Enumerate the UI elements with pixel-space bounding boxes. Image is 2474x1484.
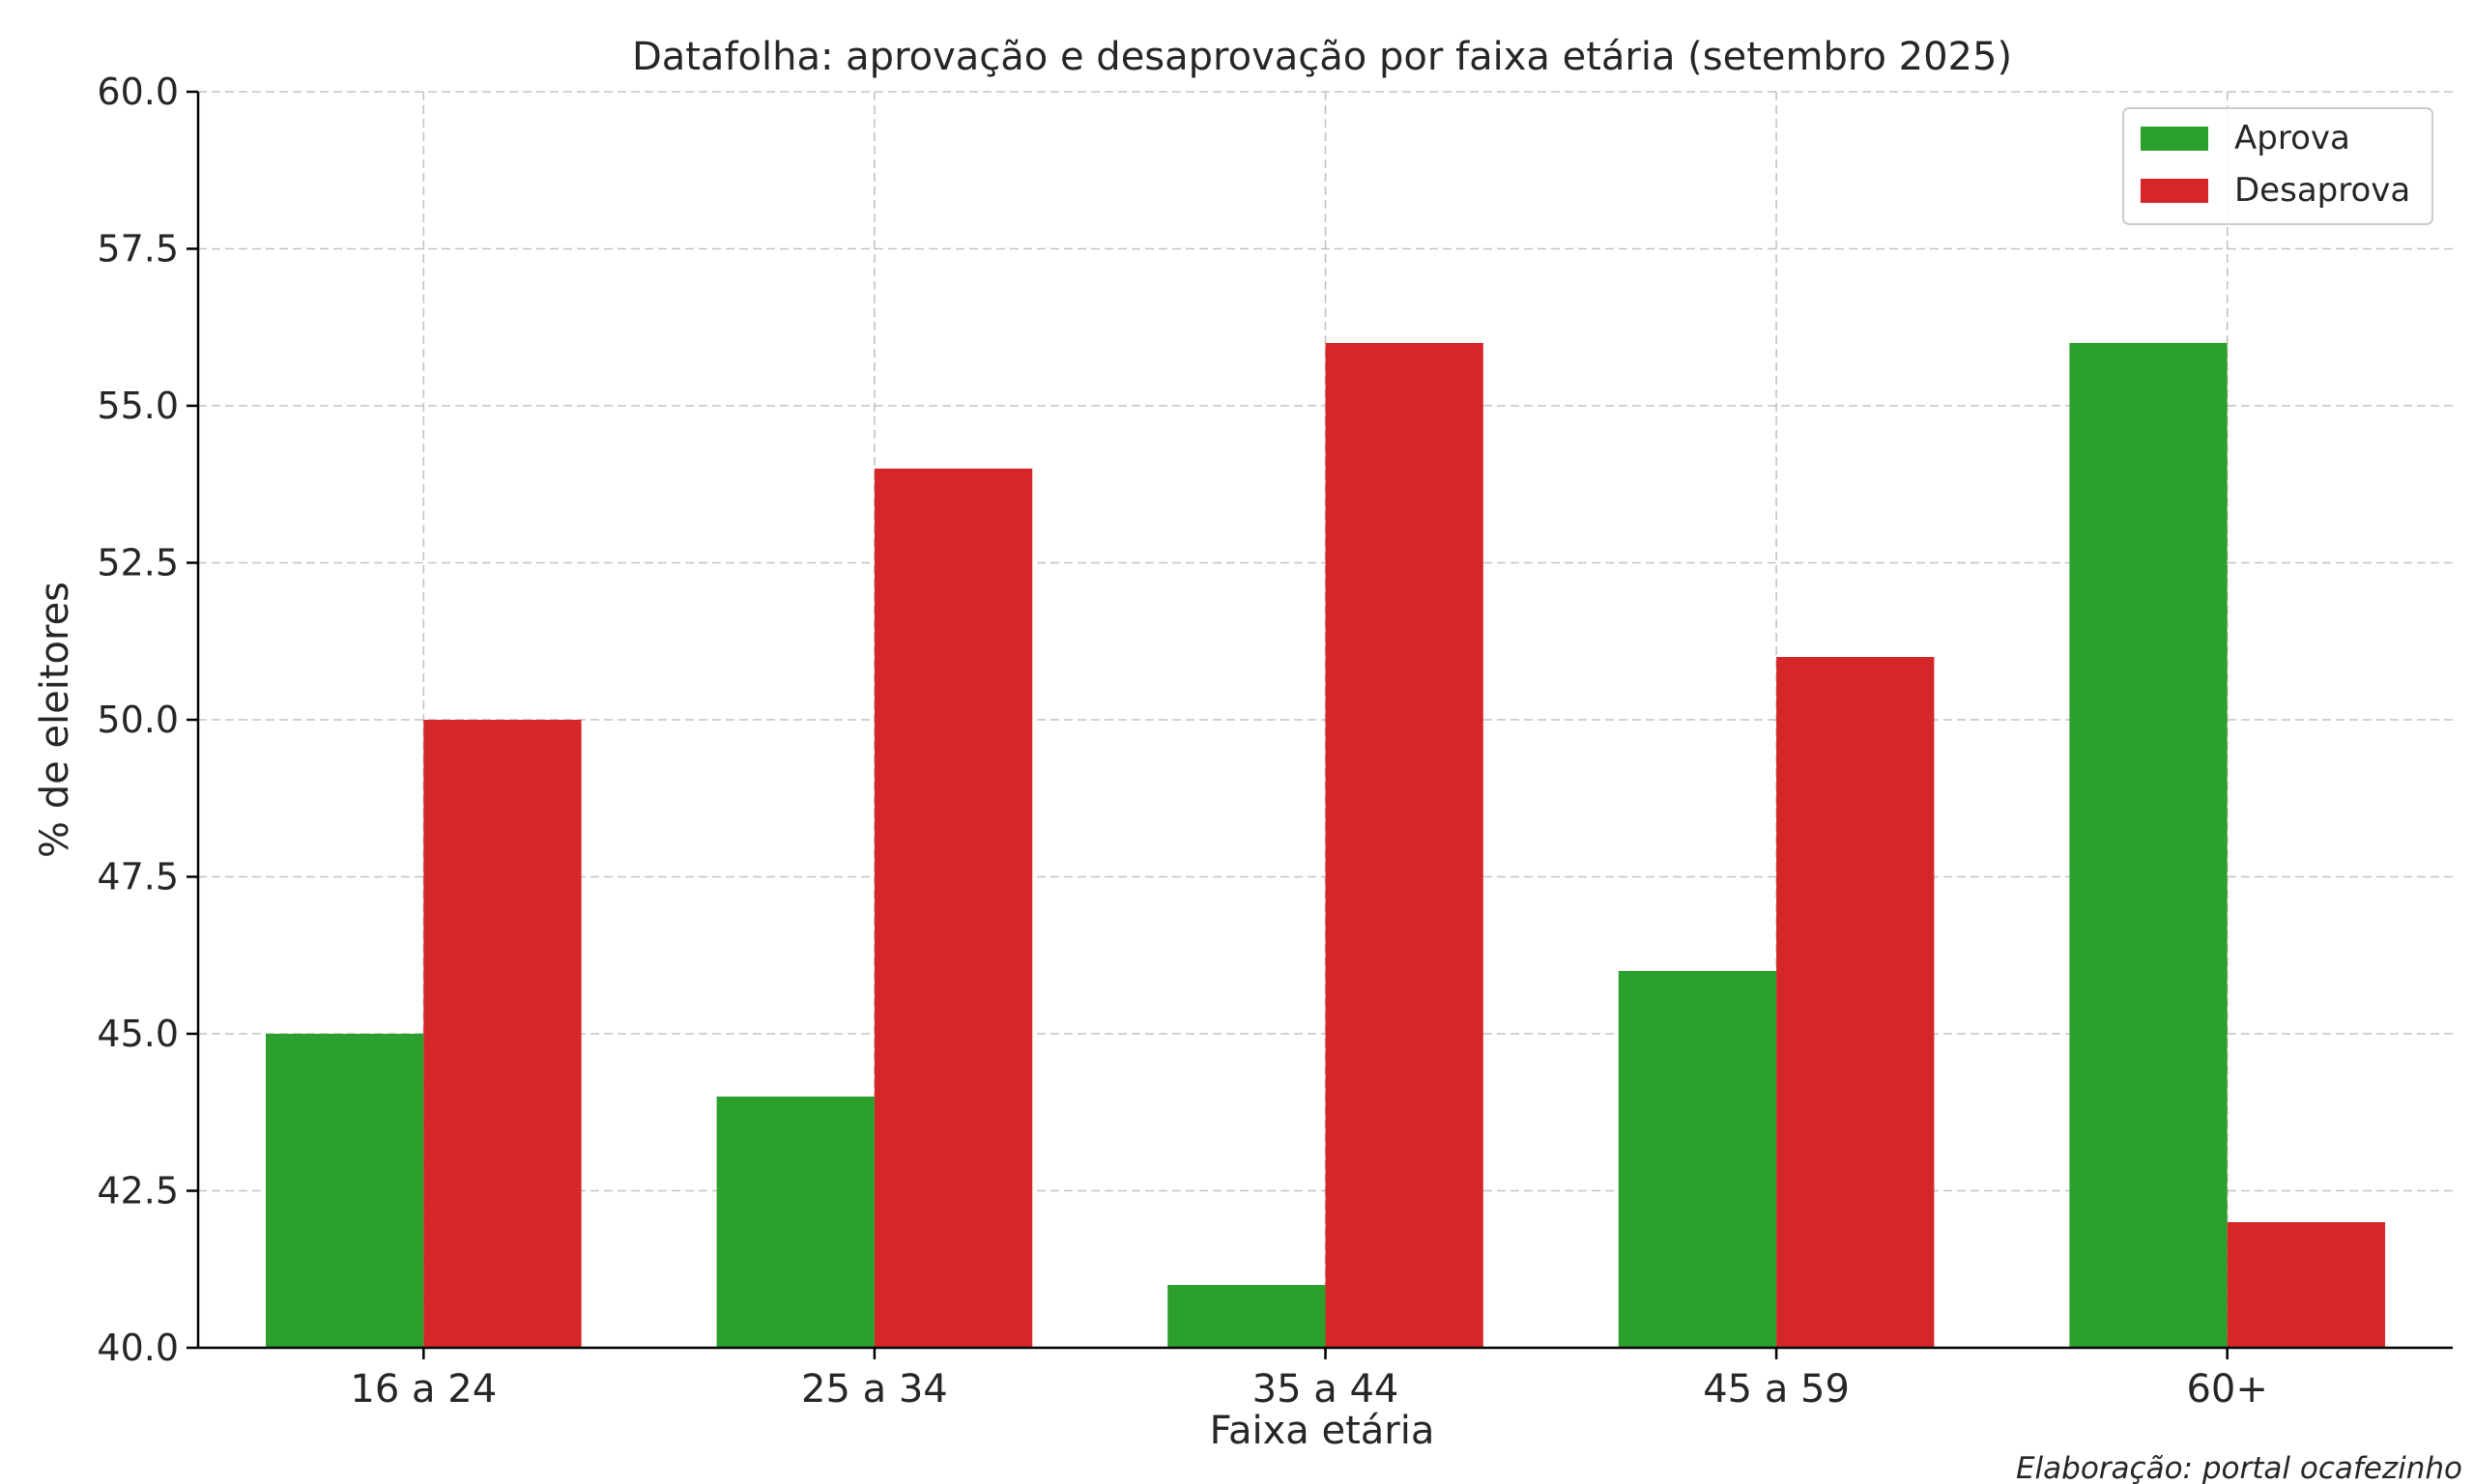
x-tick-label: 60+ [2186,1367,2267,1412]
credit-note: Elaboração: portal ocafezinho [2016,1451,2462,1484]
y-tick-label: 40.0 [97,1327,179,1369]
x-ticks: 16 a 24 25 a 34 35 a 44 45 a 59 60+ [350,1348,2268,1412]
y-tick-label: 42.5 [97,1170,179,1213]
y-tick-label: 55.0 [97,385,179,427]
y-tick-label: 47.5 [97,856,179,899]
legend-swatch-desaprova [2141,179,2208,203]
bar-desaprova-4 [2227,1222,2386,1348]
x-tick-label: 45 a 59 [1703,1367,1850,1412]
bar-aprova-4 [2069,343,2228,1348]
x-axis-label: Faixa etária [1210,1409,1435,1453]
bars [265,343,2386,1348]
bar-desaprova-2 [1325,343,1483,1348]
x-tick-label: 35 a 44 [1252,1367,1399,1412]
x-tick-label: 16 a 24 [350,1367,497,1412]
bar-desaprova-3 [1776,657,1935,1348]
legend: Aprova Desaprova [2122,107,2433,225]
bar-aprova-2 [1167,1285,1326,1348]
chart-title: Datafolha: aprovação e desaprovação por … [632,35,2012,79]
y-tick-label: 50.0 [97,699,179,741]
bar-desaprova-1 [874,469,1033,1348]
legend-swatch-aprova [2141,127,2208,151]
y-ticks: 40.0 42.5 45.0 47.5 50.0 52.5 55.0 57.5 60.0 [97,71,198,1369]
y-tick-label: 57.5 [97,228,179,271]
y-tick-label: 45.0 [97,1013,179,1055]
y-tick-label: 60.0 [97,71,179,113]
y-tick-label: 52.5 [97,542,179,585]
bar-aprova-0 [265,1034,424,1348]
bar-aprova-1 [716,1097,875,1348]
bar-aprova-3 [1618,971,1777,1348]
legend-label-desaprova: Desaprova [2234,171,2410,210]
bar-desaprova-0 [423,720,582,1348]
x-tick-label: 25 a 34 [801,1367,948,1412]
legend-label-aprova: Aprova [2234,119,2350,157]
y-axis-label: % de eleitores [33,582,77,858]
